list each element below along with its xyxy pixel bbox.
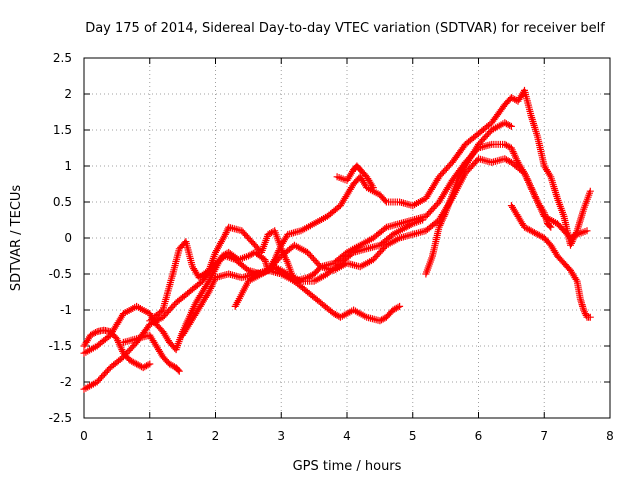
series-markers-7 — [333, 162, 377, 192]
y-tick-label-0: -2.5 — [49, 411, 72, 425]
y-tick-label-3: -1 — [60, 303, 72, 317]
y-tick-label-1: -2 — [60, 375, 72, 389]
y-axis-title: SDTVAR / TECUs — [9, 185, 24, 292]
y-tick-label-5: 0 — [64, 231, 72, 245]
series-track-9 — [422, 119, 515, 278]
series-markers-3 — [119, 331, 183, 375]
x-axis: 0 1 2 3 4 5 6 7 8 — [80, 58, 614, 443]
series-markers-2 — [80, 155, 591, 357]
y-tick-label-2: -1.5 — [49, 339, 72, 353]
grid-lines — [84, 58, 610, 418]
y-tick-label-8: 1.5 — [53, 123, 72, 137]
y-tick-label-10: 2.5 — [53, 51, 72, 65]
x-tick-label-5: 5 — [409, 429, 417, 443]
series-track-6 — [179, 86, 594, 339]
x-tick-label-3: 3 — [277, 429, 285, 443]
series-track-4 — [119, 331, 183, 375]
y-tick-label-4: -0.5 — [49, 267, 72, 281]
y-tick-label-9: 2 — [64, 87, 72, 101]
series-markers-9 — [507, 202, 594, 321]
series-track-10 — [507, 202, 594, 321]
y-axis: -2.5 -2 -1.5 -1 -0.5 0 0.5 1 1.5 2 2.5 — [49, 51, 610, 425]
series-track-7 — [231, 216, 427, 310]
x-tick-label-1: 1 — [146, 429, 154, 443]
chart-title: Day 175 of 2014, Sidereal Day-to-day VTE… — [85, 21, 605, 36]
x-tick-label-4: 4 — [343, 429, 351, 443]
series-track-8 — [333, 162, 377, 192]
x-tick-label-8: 8 — [606, 429, 614, 443]
series-track-3 — [80, 155, 591, 357]
x-axis-title: GPS time / hours — [293, 459, 402, 474]
series-markers-5 — [179, 86, 594, 339]
series-markers-8 — [422, 119, 515, 278]
x-tick-label-0: 0 — [80, 429, 88, 443]
x-tick-label-2: 2 — [212, 429, 220, 443]
x-tick-label-7: 7 — [540, 429, 548, 443]
x-tick-label-6: 6 — [475, 429, 483, 443]
y-tick-label-6: 0.5 — [53, 195, 72, 209]
data-series — [80, 86, 594, 393]
y-tick-label-7: 1 — [64, 159, 72, 173]
series-markers-6 — [231, 216, 427, 310]
